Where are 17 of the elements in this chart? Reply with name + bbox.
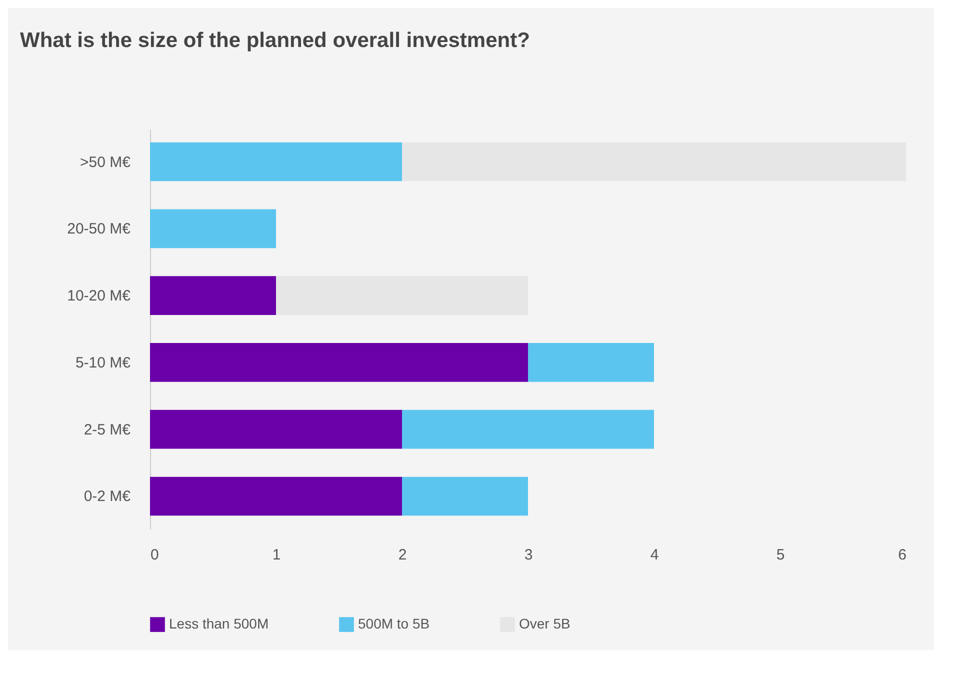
x-tick-label: 3: [524, 546, 533, 564]
y-tick-label: 20-50 M€: [67, 220, 132, 238]
x-tick-label: 5: [776, 546, 785, 564]
y-tick-label: 10-20 M€: [67, 288, 132, 305]
legend-label: Over 5B: [519, 616, 570, 632]
x-tick-label: 0: [150, 546, 159, 564]
y-tick-label: 0-2 M€: [84, 488, 132, 506]
y-tick-label: 5-10 M€: [75, 354, 132, 372]
x-tick-label: 6: [898, 546, 906, 564]
y-tick-label: >50 M€: [80, 154, 132, 171]
x-tick-label: 2: [398, 546, 407, 564]
y-tick-label: 2-5 M€: [84, 421, 132, 438]
x-tick-label: 1: [272, 546, 281, 564]
x-tick-label: 4: [650, 546, 659, 564]
chart-title: What is the size of the planned overall investment?: [20, 29, 530, 52]
legend-label: 500M to 5B: [358, 616, 430, 632]
legend-label: Less than 500M: [169, 616, 269, 632]
